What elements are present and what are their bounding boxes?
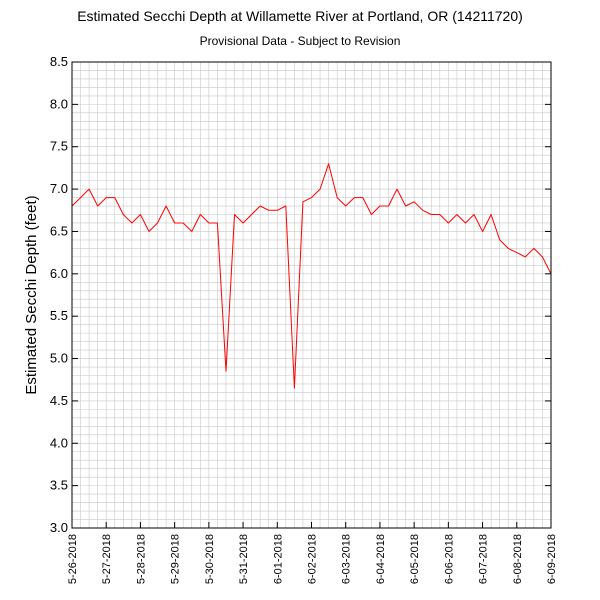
chart-title: Estimated Secchi Depth at Willamette Riv…: [77, 8, 523, 24]
y-tick-label: 7.5: [50, 139, 68, 154]
y-tick-label: 6.5: [50, 223, 68, 238]
y-tick-label: 8.5: [50, 54, 68, 69]
series-layer: [71, 163, 552, 389]
y-tick-label: 5.5: [50, 308, 68, 323]
y-tick-label: 4.5: [50, 393, 68, 408]
x-tick-label: 5-29-2018: [170, 534, 182, 584]
y-tick-label: 4.0: [50, 435, 68, 450]
y-axis: 3.0 3.5 4.0 4.5 5.0 5.5 6.0 6.5 7.0 7.5 8.0 8.5: [50, 54, 551, 535]
x-tick-label: 5-30-2018: [204, 534, 216, 584]
y-tick-label: 3.5: [50, 478, 68, 493]
y-tick-label: 7.0: [50, 181, 68, 196]
chart-subtitle: Provisional Data - Subject to Revision: [199, 34, 401, 48]
x-axis: 5-26-2018 5-27-2018 5-28-2018 5-29-2018 5-30…: [67, 522, 558, 584]
y-tick-label: 3.0: [50, 520, 68, 535]
x-tick-label: 6-08-2018: [512, 534, 524, 584]
x-tick-label: 6-04-2018: [375, 534, 387, 584]
y-tick-label: 8.0: [50, 96, 68, 111]
series-line: [71, 163, 552, 389]
x-tick-label: 6-06-2018: [443, 534, 455, 584]
x-tick-label: 6-09-2018: [546, 534, 558, 584]
x-tick-label: 6-01-2018: [272, 534, 284, 584]
grid: [71, 61, 552, 529]
x-tick-label: 6-07-2018: [478, 534, 490, 584]
y-axis-label: Estimated Secchi Depth (feet): [23, 195, 40, 394]
x-tick-label: 6-03-2018: [341, 534, 353, 584]
x-tick-label: 6-05-2018: [409, 534, 421, 584]
y-tick-label: 6.0: [50, 266, 68, 281]
x-tick-label: 5-28-2018: [135, 534, 147, 584]
x-tick-label: 5-27-2018: [101, 534, 113, 584]
x-tick-label: 5-31-2018: [238, 534, 250, 584]
x-tick-label: 6-02-2018: [307, 534, 319, 584]
y-tick-label: 5.0: [50, 351, 68, 366]
x-tick-label: 5-26-2018: [67, 534, 79, 584]
